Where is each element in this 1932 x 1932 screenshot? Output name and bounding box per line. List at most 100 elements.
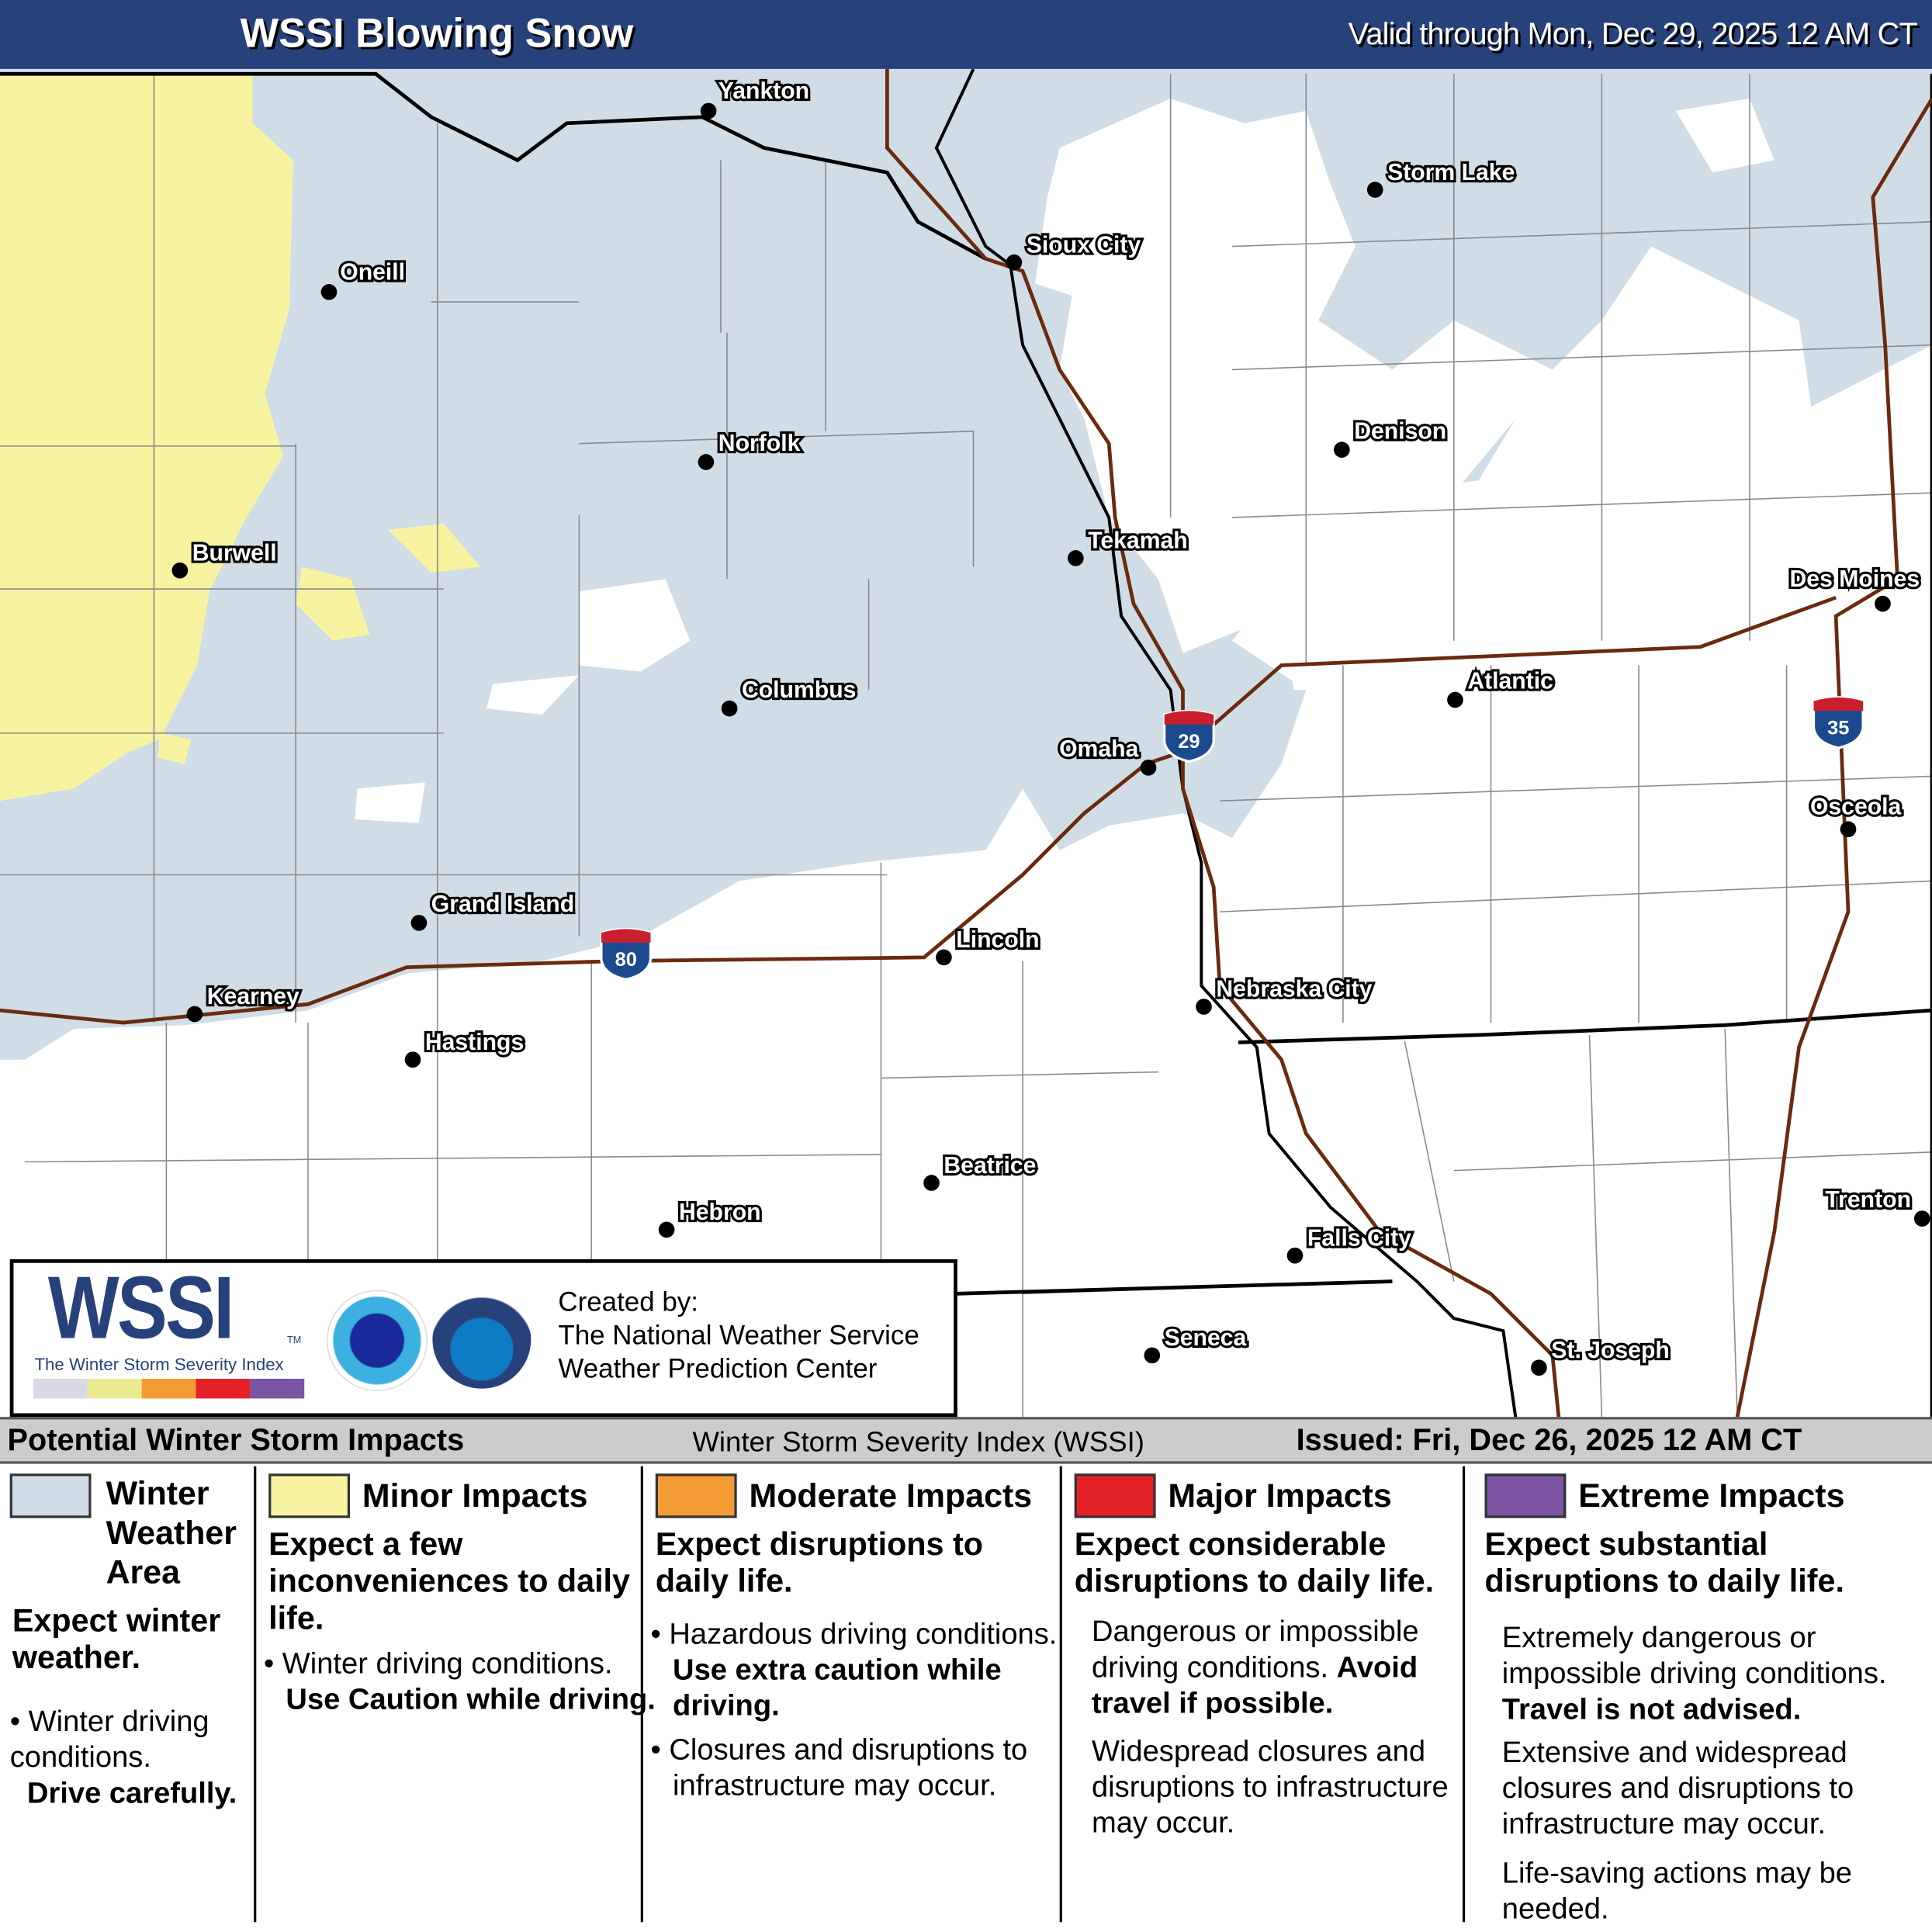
city-label: Yankton: [718, 78, 809, 104]
city-dot: [1447, 691, 1463, 708]
city-dot: [721, 700, 738, 717]
city-dot: [1140, 760, 1157, 776]
winter-weather-swatch: [9, 1473, 92, 1518]
county-line: [24, 1154, 881, 1163]
city-label: Beatrice: [943, 1153, 1036, 1179]
legend-bullet: • Winter driving conditions. Drive carefu…: [9, 1705, 237, 1810]
major-swatch: [1074, 1473, 1156, 1518]
county-line: [1588, 1034, 1603, 1418]
minor-swatch: [268, 1473, 350, 1518]
city-dot: [404, 1051, 421, 1068]
state-borders: [0, 71, 1932, 1418]
city-label: Kearney: [207, 984, 299, 1009]
city-label: Columbus: [742, 677, 856, 703]
map-title: WSSI Blowing Snow: [240, 9, 634, 56]
interstate-shield-icon: 35: [1812, 696, 1864, 750]
county-line: [1231, 344, 1932, 371]
issued-time: Issued: Fri, Dec 26, 2025 12 AM CT: [1296, 1423, 1802, 1458]
severity-color-bar: [33, 1378, 305, 1399]
city-dot: [186, 1006, 203, 1023]
legend-text: Life-saving actions may be needed.: [1501, 1857, 1853, 1927]
city-dot: [1875, 595, 1891, 612]
city-label: Storm Lake: [1387, 160, 1515, 185]
city-label: Denison: [1354, 418, 1446, 444]
city-dot: [1334, 441, 1350, 458]
city-label: Grand Island: [431, 892, 574, 917]
city-dot: [936, 949, 952, 966]
map: 80 29 35 Yankton Oneill Norfolk Burwell Columb…: [0, 68, 1932, 1418]
index-name: Winter Storm Severity Index (WSSI): [692, 1425, 1144, 1458]
city-dot: [1366, 182, 1383, 198]
legend-lead: Expect a few inconveniences to daily lif…: [268, 1525, 630, 1636]
city-dot: [698, 454, 715, 470]
created-by: Created by: The National Weather Service…: [558, 1285, 919, 1385]
city-label: Sioux City: [1027, 233, 1141, 258]
city-label: Tekamah: [1088, 528, 1188, 554]
legend-header: Potential Winter Storm Impacts Winter St…: [0, 1417, 1932, 1464]
trademark: TM: [287, 1334, 302, 1346]
interstate-number: 35: [1827, 717, 1849, 739]
legend-minor: Minor Impacts Expect a few inconvenience…: [256, 1464, 656, 1932]
city-labels: Yankton Oneill Norfolk Burwell Columbus Grand…: [171, 76, 1930, 1376]
wssi-logo: WSSI: [47, 1259, 234, 1358]
created-by-label: Created by:: [558, 1286, 698, 1317]
valid-time: Valid through Mon, Dec 29, 2025 12 AM CT: [1348, 17, 1918, 52]
county-line: [1231, 492, 1932, 518]
legend-bullet: • Hazardous driving conditions. Use extr…: [650, 1618, 1058, 1723]
legend-title-minor: Minor Impacts: [362, 1477, 588, 1515]
legend-title: Potential Winter Storm Impacts: [7, 1423, 465, 1458]
city-label: Burwell: [192, 541, 277, 566]
legend-moderate: Moderate Impacts Expect disruptions to d…: [643, 1464, 1060, 1932]
city-label: Norfolk: [718, 431, 801, 456]
city-dot: [658, 1221, 675, 1238]
city-label: St. Joseph: [1551, 1338, 1670, 1363]
city-dot: [1196, 999, 1212, 1015]
county-line: [881, 1071, 1158, 1079]
credits-box: WSSI TM The Winter Storm Severity Index …: [9, 1259, 957, 1418]
moderate-swatch: [655, 1473, 737, 1518]
legend-lead: Expect considerable disruptions to daily…: [1074, 1525, 1435, 1600]
interstate-shield-icon: 80: [600, 927, 653, 982]
divider: [254, 1466, 257, 1923]
interstate-shield-icon: 29: [1163, 709, 1215, 763]
noaa-logo-icon: [432, 1290, 531, 1389]
legend-text: Dangerous or impossible driving conditio…: [1091, 1615, 1419, 1720]
county-lines: [0, 74, 1932, 1418]
legend-text: Extremely dangerous or impossible drivin…: [1501, 1621, 1887, 1726]
city-label: Omaha: [1059, 736, 1138, 762]
clear-area: [1220, 407, 1932, 1060]
legend-lead: Expect substantial disruptions to daily …: [1484, 1525, 1844, 1600]
city-dot: [1006, 254, 1023, 271]
clear-area: [1034, 99, 1812, 653]
city-label: Oneill: [340, 259, 405, 285]
city-dot: [923, 1175, 940, 1191]
legend-title-moderate: Moderate Impacts: [749, 1477, 1033, 1515]
city-label: Osceola: [1810, 795, 1902, 820]
minor-impacts-area: [0, 74, 481, 802]
city-dot: [320, 284, 338, 300]
legend-lead: Expect disruptions to daily life.: [655, 1525, 983, 1600]
city-dot: [171, 562, 189, 579]
divider: [1059, 1466, 1062, 1923]
interstate-35: [1735, 97, 1932, 1418]
org-wpc: Weather Prediction Center: [558, 1352, 878, 1384]
legend-text: Widespread closures and disruptions to i…: [1091, 1734, 1449, 1840]
legend-winter-weather: Winter Weather Area Expect winter weather.…: [0, 1464, 254, 1932]
interstate-80: [0, 595, 1837, 1025]
nws-logo-icon: [326, 1290, 428, 1391]
org-nws: The National Weather Service: [558, 1319, 919, 1351]
legend-bullet: • Winter driving conditions. Use Caution…: [263, 1647, 656, 1717]
legend-lead: Expect winter weather.: [12, 1601, 221, 1676]
city-dot: [1840, 821, 1857, 838]
city-dot: [700, 102, 717, 119]
divider: [1462, 1466, 1466, 1923]
winter-weather-area: [0, 68, 1932, 1060]
county-line: [579, 431, 974, 445]
city-label: Hastings: [425, 1030, 524, 1055]
extreme-swatch: [1484, 1473, 1567, 1518]
city-dot: [1144, 1347, 1161, 1364]
legend-extreme: Extreme Impacts Expect substantial disru…: [1465, 1464, 1932, 1932]
city-dot: [1913, 1210, 1930, 1227]
city-label: Des Moines: [1790, 566, 1920, 592]
city-dot: [1531, 1359, 1547, 1376]
